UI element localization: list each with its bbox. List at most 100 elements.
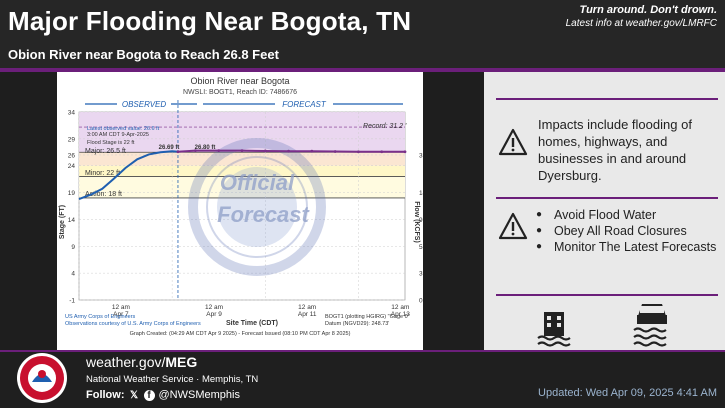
plot-info-line1: BOGT1 (plotting HGIRG) "Gage 0" (325, 314, 410, 320)
record-label: Record: 31.2 ' (363, 123, 407, 130)
forecast-point (263, 149, 267, 153)
gridlines (78, 100, 405, 301)
social-follow: Follow: 𝕏 f @NWSMemphis (86, 389, 240, 401)
flood-stage-note: Flood Stage is 22 ft (87, 140, 135, 146)
action-label: Action: 18 ft (85, 191, 122, 198)
peak-forecast-label: 26.80 ft (195, 145, 216, 151)
y-tick-label: 24 (68, 163, 76, 170)
forecast-point (217, 149, 221, 153)
x-twitter-icon[interactable]: 𝕏 (129, 389, 139, 401)
major-label: Major: 26.5 ft (85, 148, 126, 155)
warning-icon (498, 128, 528, 156)
latest-obs-time: 3:00 AM CDT 9-Apr-2025 (87, 132, 149, 138)
forecast-point (287, 149, 290, 153)
chart-ids: NWSLI: BOGT1, Reach ID: 7486676 (183, 89, 297, 96)
header: Major Flooding Near Bogota, TN Obion Riv… (0, 0, 725, 72)
noaa-watermark-seal (188, 138, 326, 276)
forecast-label: FORECAST (282, 100, 327, 109)
y-tick-label: 34 (68, 110, 76, 117)
warning-icon (498, 212, 528, 240)
x-tick-label: Apr 11 (298, 311, 317, 318)
y-tick-label: 4 (71, 271, 75, 278)
forecast-point (333, 150, 337, 153)
forecast-point (240, 149, 244, 153)
impacts-bottom-divider (496, 294, 718, 296)
y-tick-label: 26 (68, 152, 76, 159)
x-tick-label: Apr 9 (206, 311, 222, 318)
forecast-point (403, 150, 407, 154)
observed-label: OBSERVED (122, 100, 167, 109)
forecast-point (310, 149, 314, 153)
x-tick-label: Apr 7 (113, 311, 129, 318)
x-tick-label: 12 am (391, 304, 409, 311)
y2-tick-label: 14.9 (419, 190, 423, 197)
header-divider (0, 68, 725, 72)
x-tick-label: 12 am (205, 304, 223, 311)
y2-axis-label: Flow (KCFS) (413, 201, 420, 243)
page-subtitle: Obion River near Bogota to Reach 26.8 Fe… (8, 47, 279, 62)
forecast-label-bg (275, 99, 333, 109)
footer-divider (0, 350, 725, 352)
safety-item: Obey All Road Closures (536, 223, 721, 239)
forecast-point (380, 150, 384, 154)
watermark-official: Official (220, 170, 295, 195)
credits-line1[interactable]: US Army Corps of Engineers (65, 314, 136, 320)
y-tick-label: 19 (68, 190, 76, 197)
y2-tick-label: 0.96 (419, 298, 423, 305)
office-name: National Weather Service · Memphis, TN (86, 374, 259, 385)
facebook-icon[interactable]: f (143, 389, 155, 401)
forecast-point (194, 149, 197, 153)
y-tick-label: 14 (68, 217, 76, 224)
footer (0, 350, 725, 408)
nws-logo (17, 353, 67, 403)
y-tick-label: 9 (71, 244, 75, 251)
hydrograph-series (78, 149, 407, 200)
safety-list: Avoid Flood Water Obey All Road Closures… (536, 207, 721, 255)
impacts-top-divider (496, 98, 718, 100)
series-line-observed (78, 150, 179, 200)
y2-tick-label: 5.65 (419, 244, 423, 251)
chart-title: Obion River near Bogota (190, 76, 289, 86)
flooded-car-icon (633, 304, 667, 347)
plot-info-line2: Datum (NGVD29): 248.73' (325, 321, 389, 327)
y-axis-label: Stage (FT) (59, 205, 66, 239)
y-tick-label: 29 (68, 136, 76, 143)
minor-band (79, 165, 405, 177)
y2-tick-label: 31.7 (419, 152, 423, 159)
credits-line2[interactable]: Observations courtesy of U.S. Army Corps… (65, 321, 201, 327)
updated-timestamp: Updated: Wed Apr 09, 2025 4:41 AM (538, 387, 717, 399)
page-title: Major Flooding Near Bogota, TN (8, 6, 412, 36)
hydrograph-chart: Obion River near Bogota NWSLI: BOGT1, Re… (59, 76, 432, 337)
url-prefix: weather.gov/ (86, 354, 166, 370)
latest-obs-label: Latest observed value: 26.6 ft (87, 126, 160, 132)
moderate-band (79, 152, 405, 166)
impact-statement: Impacts include flooding of homes, highw… (538, 117, 692, 183)
flooded-building-icon (537, 312, 571, 347)
x-tick-label: 12 am (298, 304, 316, 311)
minor-label: Minor: 22 ft (85, 170, 120, 177)
tagline: Turn around. Don't drown. (579, 4, 717, 16)
x-axis-label: Site Time (CDT) (226, 320, 278, 327)
major-band (79, 112, 405, 153)
follow-label: Follow: (86, 389, 125, 401)
graph-created: Graph Created: (04:29 AM CDT Apr 9 2025)… (130, 331, 351, 337)
observed-label-bg (117, 99, 171, 109)
safety-item: Avoid Flood Water (536, 207, 721, 223)
x-tick-label: 12 am (112, 304, 130, 311)
forecast-point (357, 150, 360, 154)
impacts-mid-divider (496, 197, 718, 199)
y-axis-ticks: 34 29 26 24 19 14 9 4 -1 (68, 110, 76, 305)
safety-item: Monitor The Latest Forecasts (536, 239, 721, 255)
x-tick-label: Apr 13 (391, 311, 411, 318)
y2-tick-label: 3 (419, 271, 423, 278)
watermark-forecast: Forecast (217, 202, 310, 227)
peak-observed-label: 26.69 ft (159, 145, 180, 151)
office-url[interactable]: weather.gov/MEG (86, 354, 197, 370)
hydrograph-panel: Obion River near Bogota NWSLI: BOGT1, Re… (57, 72, 432, 350)
social-handle[interactable]: @NWSMemphis (158, 389, 240, 401)
forecast-point (176, 150, 180, 154)
latest-info-link[interactable]: Latest info at weather.gov/LMRFC (565, 18, 717, 29)
url-office: MEG (165, 354, 198, 370)
y-tick-label: -1 (69, 298, 75, 305)
